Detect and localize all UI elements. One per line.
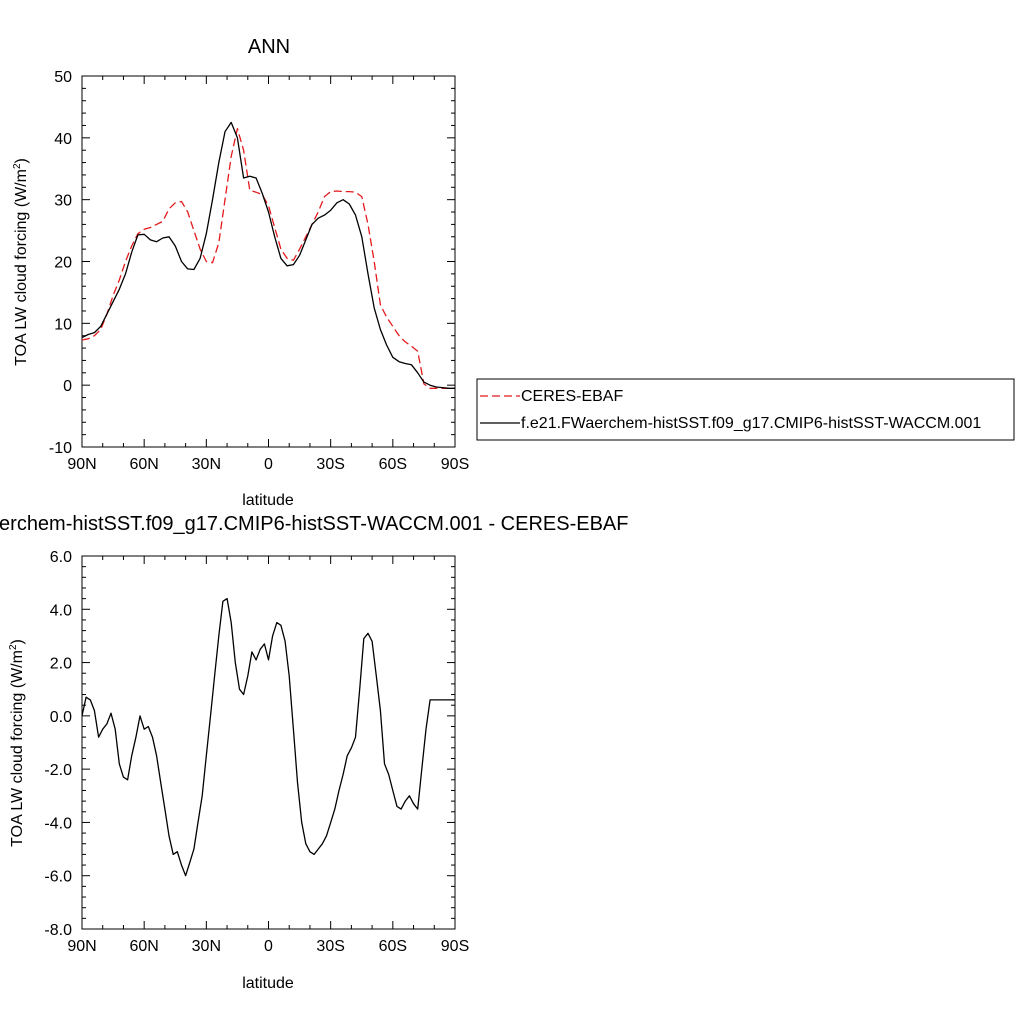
top-y-tick-label: 10 bbox=[54, 316, 72, 333]
bottom-chart-title: f.e21.FWaerchem-histSST.f09_g17.CMIP6-hi… bbox=[0, 513, 628, 535]
bottom-y-tick-label: -6.0 bbox=[44, 869, 72, 886]
top-series-line-1 bbox=[81, 127, 455, 389]
top-chart-title: ANN bbox=[248, 36, 290, 58]
legend-label-model: f.e21.FWaerchem-histSST.f09_g17.CMIP6-hi… bbox=[521, 415, 981, 432]
legend: CERES-EBAF f.e21.FWaerchem-histSST.f09_g… bbox=[476, 378, 1015, 441]
bottom-x-tick-label: 90N bbox=[67, 938, 96, 955]
top-x-tick-label: 90N bbox=[67, 456, 96, 473]
bottom-y-axis-label: TOA LW cloud forcing (W/m2) bbox=[8, 639, 26, 847]
top-x-axis-label: latitude bbox=[242, 492, 294, 509]
top-x-axis: 90N 60N 30N 0 30S 60S 90S bbox=[67, 76, 469, 473]
legend-box bbox=[476, 378, 1015, 441]
top-x-tick-label: 90S bbox=[441, 456, 469, 473]
bottom-x-tick-label: 60N bbox=[129, 938, 158, 955]
top-series-group bbox=[81, 121, 455, 389]
bottom-chart-panel: f.e21.FWaerchem-histSST.f09_g17.CMIP6-hi… bbox=[0, 513, 628, 992]
bottom-x-tick-label: 30N bbox=[192, 938, 221, 955]
bottom-x-tick-label: 90S bbox=[441, 938, 469, 955]
bottom-y-axis: -8.0 -6.0 -4.0 -2.0 0.0 2.0 4.0 6.0 bbox=[44, 549, 455, 939]
top-y-axis-label: TOA LW cloud forcing (W/m2) bbox=[12, 158, 30, 366]
top-y-tick-label: 50 bbox=[54, 69, 72, 86]
top-y-tick-label: 0 bbox=[63, 378, 72, 395]
top-y-tick-label: -10 bbox=[49, 440, 72, 457]
bottom-x-axis: 90N 60N 30N 0 30S 60S 90S bbox=[67, 556, 469, 955]
bottom-x-axis-label: latitude bbox=[242, 975, 294, 992]
bottom-plot-frame bbox=[81, 555, 456, 930]
bottom-x-tick-label: 60S bbox=[379, 938, 407, 955]
top-y-tick-label: 30 bbox=[54, 193, 72, 210]
bottom-y-tick-label: -4.0 bbox=[44, 815, 72, 832]
bottom-series-line-1 bbox=[81, 597, 455, 877]
top-x-tick-label: 60N bbox=[129, 456, 158, 473]
legend-label-ceres: CERES-EBAF bbox=[521, 388, 623, 405]
bottom-x-tick-label: 30S bbox=[316, 938, 344, 955]
top-plot-frame bbox=[81, 75, 456, 448]
top-x-tick-label: 60S bbox=[379, 456, 407, 473]
bottom-y-tick-label: -2.0 bbox=[44, 762, 72, 779]
bottom-series-group bbox=[81, 597, 455, 877]
top-chart-panel: ANN 90N 60N 30N 0 30S 60S 90S -10 0 10 20 30 40 50 l… bbox=[12, 36, 469, 509]
bottom-y-tick-label: 0.0 bbox=[50, 709, 72, 726]
top-y-axis: -10 0 10 20 30 40 50 bbox=[49, 69, 455, 457]
bottom-y-tick-label: 6.0 bbox=[50, 549, 72, 566]
bottom-y-tick-label: 2.0 bbox=[50, 656, 72, 673]
top-series-line-2 bbox=[81, 121, 455, 389]
top-x-tick-label: 0 bbox=[264, 456, 273, 473]
bottom-x-tick-label: 0 bbox=[264, 938, 273, 955]
top-x-tick-label: 30S bbox=[316, 456, 344, 473]
top-y-tick-label: 20 bbox=[54, 255, 72, 272]
bottom-y-tick-label: -8.0 bbox=[44, 922, 72, 939]
top-y-tick-label: 40 bbox=[54, 131, 72, 148]
bottom-y-tick-label: 4.0 bbox=[50, 602, 72, 619]
top-x-tick-label: 30N bbox=[192, 456, 221, 473]
